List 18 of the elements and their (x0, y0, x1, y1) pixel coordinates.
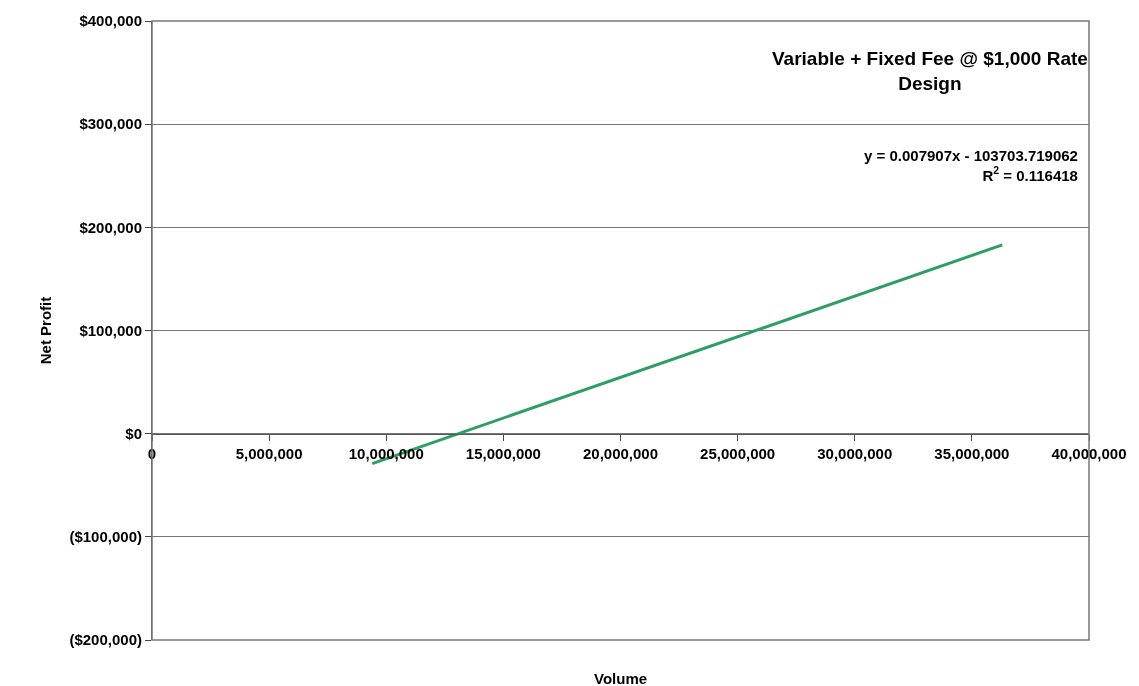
x-tick-label: 40,000,000 (1051, 444, 1127, 462)
x-tick-label: 35,000,000 (934, 444, 1010, 462)
y-tick-label: $0 (125, 424, 142, 442)
y-tick-label: $400,000 (79, 12, 142, 30)
y-tick-label: ($200,000) (69, 631, 142, 649)
x-tick-label: 15,000,000 (465, 444, 541, 462)
x-tick-label: 20,000,000 (582, 444, 659, 462)
y-axis-title: Net Profit (36, 296, 54, 365)
x-axis-title: Volume (594, 670, 648, 686)
y-tick-label: $100,000 (79, 321, 142, 339)
y-tick-label: $200,000 (79, 218, 142, 236)
x-tick-label: 30,000,000 (817, 444, 893, 462)
y-tick-label: $300,000 (79, 115, 142, 133)
text: Variable + Fixed Fee @ $1,000 Rate Design (772, 48, 1088, 94)
y-tick-label: ($100,000) (69, 528, 142, 546)
x-tick-label: 25,000,000 (700, 444, 776, 462)
x-tick-label: 5,000,000 (235, 444, 303, 462)
annotation: y = 0.007907x - 103703.719062 R$^{2}$ = 0.116418 (864, 147, 1078, 184)
